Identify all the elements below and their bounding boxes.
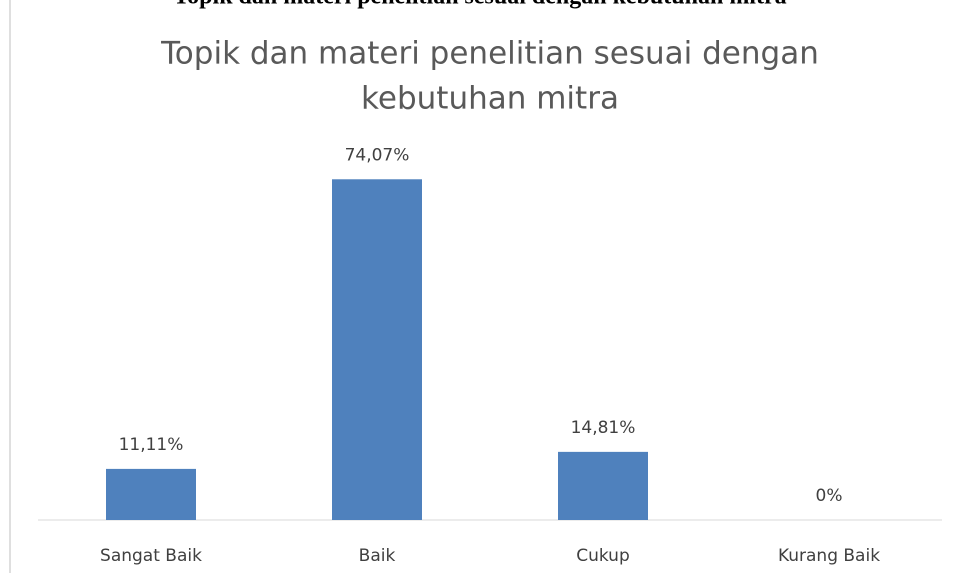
page-heading: Topik dan materi penelitian sesuai denga… bbox=[173, 0, 786, 10]
bar bbox=[106, 468, 196, 520]
x-tick-label: Sangat Baik bbox=[100, 546, 202, 566]
data-label: 14,81% bbox=[571, 418, 636, 438]
bar bbox=[332, 179, 422, 520]
data-label: 11,11% bbox=[119, 435, 184, 455]
data-label: 0% bbox=[816, 486, 843, 506]
x-tick-label: Baik bbox=[359, 546, 396, 566]
data-label: 74,07% bbox=[345, 145, 410, 165]
chart-title: Topik dan materi penelitian sesuai denga… bbox=[160, 36, 819, 72]
chart-title: kebutuhan mitra bbox=[361, 81, 619, 117]
x-tick-label: Kurang Baik bbox=[778, 546, 880, 566]
bar bbox=[558, 451, 648, 520]
x-tick-label: Cukup bbox=[576, 546, 630, 566]
